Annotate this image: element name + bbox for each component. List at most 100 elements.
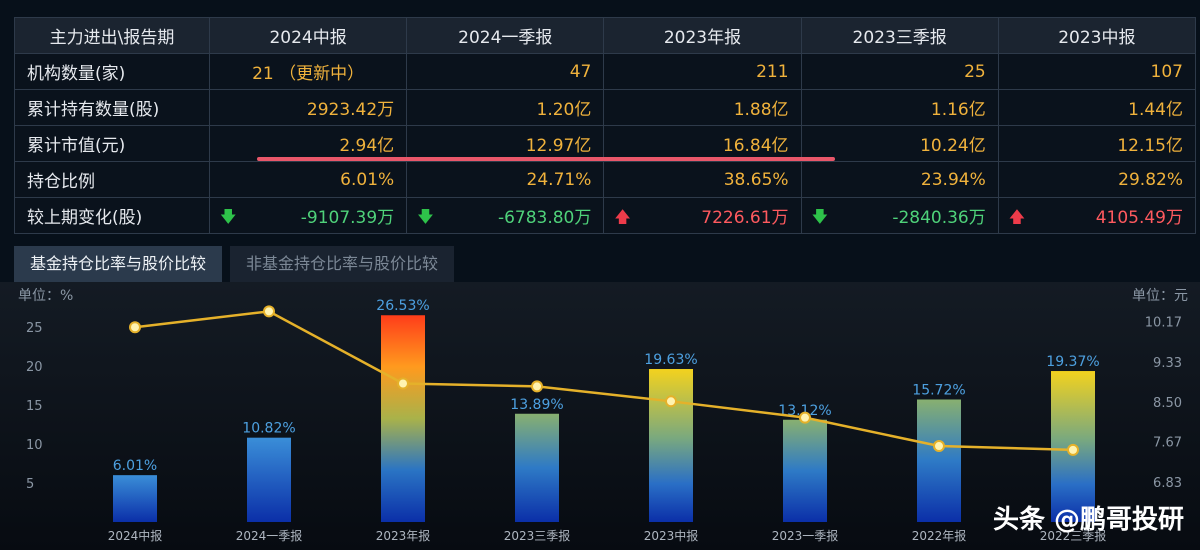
bar-value-label: 19.37% <box>1046 354 1099 370</box>
table-cell: 23.94% <box>800 161 999 198</box>
right-tick-label: 8.50 <box>1153 396 1182 411</box>
right-tick-label: 10.17 <box>1145 315 1182 330</box>
right-axis-unit: 单位：元 <box>1132 288 1188 304</box>
price-point[interactable] <box>263 305 275 318</box>
left-axis-unit: 单位：% <box>18 288 73 304</box>
category-label: 2022三季报 <box>1040 528 1107 543</box>
table-cell: 10.24亿 <box>800 125 999 162</box>
table-cell: 1.20亿 <box>406 89 605 126</box>
tab-fund-holding[interactable]: 基金持仓比率与股价比较 <box>14 246 223 282</box>
bar-value-label: 10.82% <box>242 421 295 437</box>
category-label: 2023中报 <box>644 528 699 543</box>
bar-value-label: 26.53% <box>376 298 429 314</box>
table-cell: 211 <box>603 53 802 90</box>
bar-value-label: 6.01% <box>113 458 157 474</box>
tab-nonfund-holding[interactable]: 非基金持仓比率与股价比较 <box>230 246 455 282</box>
bar[interactable] <box>515 413 559 522</box>
table-cell: 107 <box>997 53 1197 90</box>
bar-value-label: 19.63% <box>644 352 697 368</box>
category-label: 2023三季报 <box>504 528 571 543</box>
chart-background <box>0 282 1200 550</box>
table-cell: 2923.42万 <box>208 89 408 126</box>
up-arrow-icon: 🡅 <box>614 207 631 226</box>
table-cell: 47 <box>406 53 605 90</box>
table-cell: 1.16亿 <box>800 89 999 126</box>
price-point[interactable] <box>129 321 141 334</box>
left-tick-label: 25 <box>26 321 43 336</box>
holding-price-chart: 单位：% 单位：元 5 10 15 20 25 6.83 7.67 8.50 9.33 10.1… <box>0 282 1200 550</box>
change-value: -9107.39万 <box>300 208 395 228</box>
table-cell: 12.15亿 <box>997 125 1197 162</box>
table-header-row: 主力进出\报告期 2024中报 2024一季报 2023年报 2023三季报 2… <box>14 17 1197 54</box>
header-period[interactable]: 2024一季报 <box>406 17 605 54</box>
price-point[interactable] <box>397 377 409 390</box>
table-cell: 16.84亿 <box>603 125 802 162</box>
right-tick-label: 7.67 <box>1153 436 1182 451</box>
table-cell: 6.01% <box>208 161 408 198</box>
row-label: 累计持有数量(股) <box>14 89 210 126</box>
header-period[interactable]: 2023年报 <box>603 17 802 54</box>
row-label: 累计市值(元) <box>14 125 210 162</box>
table-cell: 24.71% <box>406 161 605 198</box>
bar-value-label: 15.72% <box>912 382 965 398</box>
right-tick-label: 9.33 <box>1153 356 1182 371</box>
header-period[interactable]: 2023中报 <box>997 17 1197 54</box>
down-arrow-icon: 🡇 <box>417 207 434 226</box>
category-label: 2023年报 <box>376 528 431 543</box>
change-value: 4105.49万 <box>1095 208 1183 228</box>
category-label: 2024中报 <box>108 528 163 543</box>
change-value: -2840.36万 <box>892 208 986 228</box>
bar[interactable] <box>649 369 693 522</box>
bar[interactable] <box>247 437 291 522</box>
category-label: 2023一季报 <box>772 528 839 543</box>
category-label: 2024一季报 <box>236 528 303 543</box>
header-corner: 主力进出\报告期 <box>14 17 210 54</box>
table-cell: 1.88亿 <box>603 89 802 126</box>
header-period[interactable]: 2024中报 <box>208 17 408 54</box>
highlight-underline <box>257 157 835 161</box>
header-period[interactable]: 2023三季报 <box>800 17 999 54</box>
left-tick-label: 20 <box>26 360 43 375</box>
price-point[interactable] <box>531 380 543 393</box>
down-arrow-icon: 🡇 <box>811 207 829 226</box>
change-cell: 🡇 -9107.39万 <box>208 197 408 234</box>
change-cell: 🡇 -2840.36万 <box>800 197 999 234</box>
bar[interactable] <box>917 399 961 522</box>
table-cell: 21 （更新中） <box>208 53 408 90</box>
holdings-table: 主力进出\报告期 2024中报 2024一季报 2023年报 2023三季报 2… <box>14 17 1197 234</box>
change-value: -6783.80万 <box>497 208 592 228</box>
table-cell: 38.65% <box>603 161 802 198</box>
table-row: 机构数量(家) 21 （更新中） 47 211 25 107 <box>14 53 1197 90</box>
change-cell: 🡇 -6783.80万 <box>406 197 605 234</box>
change-cell: 🡅 7226.61万 <box>603 197 802 234</box>
right-tick-label: 6.83 <box>1153 476 1182 491</box>
row-label: 机构数量(家) <box>14 53 210 90</box>
table-row: 累计持有数量(股) 2923.42万 1.20亿 1.88亿 1.16亿 1.4… <box>14 89 1197 126</box>
table-row: 较上期变化(股) 🡇 -9107.39万 🡇 -6783.80万 🡅 7226.61万… <box>14 197 1197 234</box>
price-point[interactable] <box>665 395 677 408</box>
table-cell: 25 <box>800 53 999 90</box>
holdings-table-wrap: 主力进出\报告期 2024中报 2024一季报 2023年报 2023三季报 2… <box>14 17 1197 234</box>
up-arrow-icon: 🡅 <box>1008 207 1026 226</box>
table-cell: 1.44亿 <box>997 89 1197 126</box>
down-arrow-icon: 🡇 <box>220 207 237 226</box>
row-label: 较上期变化(股) <box>14 197 210 234</box>
chart-tabs: 基金持仓比率与股价比较 非基金持仓比率与股价比较 <box>14 246 462 282</box>
left-tick-label: 5 <box>26 477 34 492</box>
price-point[interactable] <box>1067 443 1079 456</box>
bar-value-label: 13.89% <box>510 397 563 413</box>
price-point[interactable] <box>933 440 945 453</box>
category-label: 2022年报 <box>912 528 967 543</box>
table-row: 持仓比例 6.01% 24.71% 38.65% 23.94% 29.82% <box>14 161 1197 198</box>
price-point[interactable] <box>799 411 811 424</box>
bar-value-label: 13.12% <box>778 403 831 419</box>
bar[interactable] <box>381 315 425 522</box>
table-cell: 29.82% <box>997 161 1197 198</box>
left-tick-label: 10 <box>26 438 43 453</box>
row-label: 持仓比例 <box>14 161 210 198</box>
bar[interactable] <box>783 419 827 522</box>
bar[interactable] <box>113 475 157 522</box>
change-cell: 🡅 4105.49万 <box>997 197 1197 234</box>
table-row: 累计市值(元) 2.94亿 12.97亿 16.84亿 10.24亿 12.15… <box>14 125 1197 162</box>
price-line <box>134 310 1074 452</box>
